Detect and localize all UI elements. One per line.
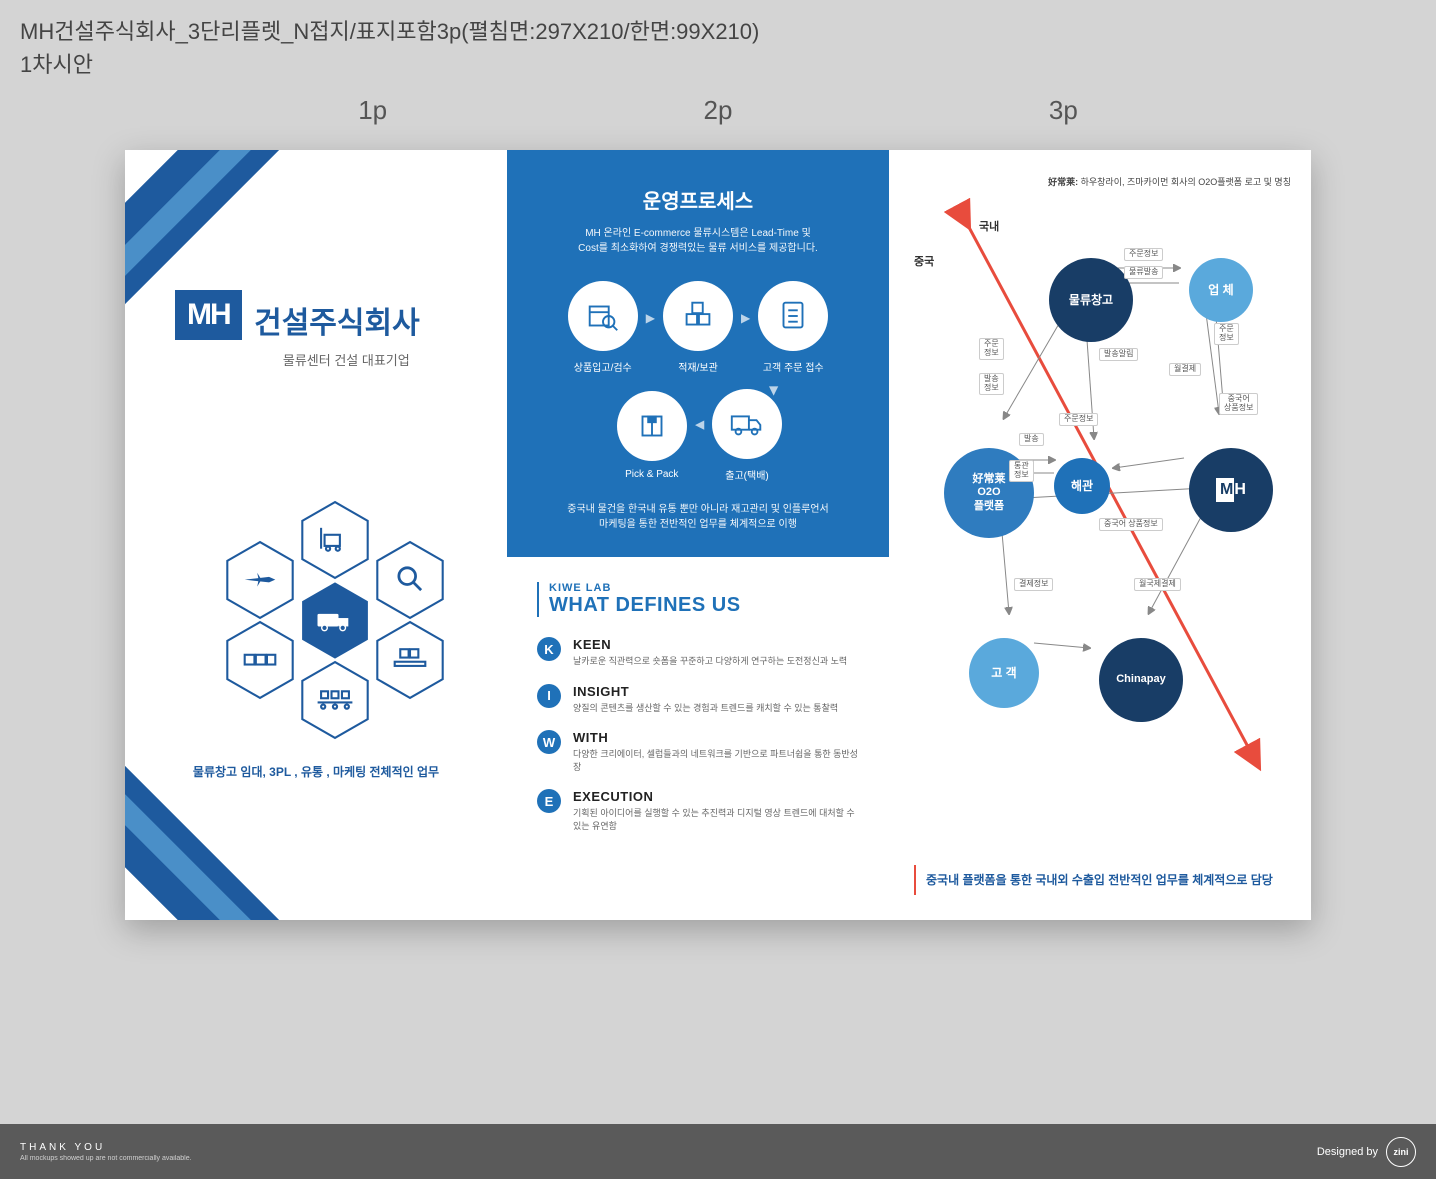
panel3-footer-text: 중국내 플랫폼을 통한 국내외 수출입 전반적인 업무를 체계적으로 담당	[914, 865, 1286, 895]
process-section: 운영프로세스 MH 온라인 E-commerce 물류시스템은 Lead-Tim…	[507, 150, 889, 557]
hex-conveyor-icon	[300, 660, 370, 740]
company-logo-block: MH 건설주식회사 물류센터 건설 대표기업	[175, 290, 420, 369]
kiwe-letter-badge: W	[537, 730, 561, 754]
kiwe-item-e: E EXECUTION 기획된 아이디어를 실행할 수 있는 추진력과 디지털 영…	[537, 789, 859, 832]
hex-warehouse-icon	[225, 620, 295, 700]
kiwe-lab-label: KIWE LAB	[549, 582, 859, 594]
diagram-edge-label: 물류발송	[1124, 266, 1163, 279]
boxes-icon	[663, 281, 733, 351]
bottom-bar: THANK YOU All mockups showed up are not …	[0, 1124, 1436, 1179]
page-label-3: 3p	[1049, 95, 1078, 126]
diagram-node: Chinapay	[1099, 638, 1183, 722]
kiwe-item-k: K KEEN 날카로운 직관력으로 숏폼을 꾸준하고 다양하게 연구하는 도전정신…	[537, 637, 859, 668]
diagram-edge-label: 통관 정보	[1009, 460, 1034, 482]
diagram-edge-label: 중국어 상품정보	[1099, 518, 1163, 531]
diagram-edge-label: 결제정보	[1014, 578, 1053, 591]
process-mid-text: 중국내 물건을 한국내 유통 뿐만 아니라 재고관리 및 인플루언서 마케팅을 …	[537, 502, 859, 532]
flow-diagram: 국내 중국 물류창고업 체好常莱 O2O 플랫폼해관MH고 객Chinapay …	[909, 198, 1291, 788]
process-step-2: 적재/보관	[663, 281, 733, 374]
arrow-icon: ▶	[741, 311, 750, 325]
diagram-edge-label: 주문 정보	[1214, 323, 1239, 345]
diagram-edge-label: 월결제	[1169, 363, 1201, 376]
process-row-1: 상품입고/검수 ▶ 적재/보관 ▶ 고객 주문 접수	[537, 281, 859, 374]
kiwe-item-i: I INSIGHT 양질의 콘텐츠를 생산할 수 있는 경험과 트렌드를 캐치할 …	[537, 684, 859, 715]
box-search-icon	[568, 281, 638, 351]
package-icon	[617, 391, 687, 461]
thanks-small-text: All mockups showed up are not commercial…	[20, 1155, 192, 1162]
diagram-edge-label: 주문 정보	[979, 338, 1004, 360]
kiwe-header: KIWE LAB WHAT DEFINES US	[537, 582, 859, 617]
diagram-edge-label: 주문정보	[1124, 248, 1163, 261]
diagram-edge-label: 중국어 상품정보	[1219, 393, 1258, 415]
axis-label-y: 국내	[979, 218, 999, 234]
designed-by-block: Designed by zini	[1317, 1137, 1416, 1167]
process-title: 운영프로세스	[537, 185, 859, 214]
diagram-node: 해관	[1054, 458, 1110, 514]
kiwe-title: WHAT DEFINES US	[549, 594, 859, 617]
kiwe-item-title: KEEN	[573, 637, 847, 652]
process-step-1: 상품입고/검수	[568, 281, 638, 374]
kiwe-letter-badge: E	[537, 789, 561, 813]
panel-2: 운영프로세스 MH 온라인 E-commerce 물류시스템은 Lead-Tim…	[507, 150, 889, 920]
header-line1: MH건설주식회사_3단리플렛_N접지/표지포함3p(펼침면:297X210/한면…	[20, 15, 759, 48]
arrow-down-icon: ▶	[768, 386, 782, 395]
axis-label-x: 중국	[914, 253, 934, 269]
panel3-top-note: 好常莱: 하우창라이, 즈마카이먼 회사의 O2O플랫폼 로고 및 명칭	[909, 175, 1291, 188]
panel-1: MH 건설주식회사 물류센터 건설 대표기업 물류창고 임대, 3PL , 유통…	[125, 150, 507, 920]
diagram-node: 업 체	[1189, 258, 1253, 322]
arrow-left-icon: ▶	[695, 419, 704, 433]
kiwe-item-w: W WITH 다양한 크리에이터, 셀럽들과의 네트워크를 기반으로 파트너쉽을 …	[537, 730, 859, 773]
diagram-edge-label: 발송 정보	[979, 373, 1004, 395]
thanks-block: THANK YOU All mockups showed up are not …	[20, 1142, 192, 1162]
hex-plane-icon	[225, 540, 295, 620]
process-step-4: Pick & Pack	[617, 391, 687, 480]
kiwe-item-title: WITH	[573, 730, 859, 745]
diagram-edge-label: 월국제결제	[1134, 578, 1181, 591]
clipboard-icon	[758, 281, 828, 351]
hex-pallet-icon	[375, 620, 445, 700]
kiwe-item-title: INSIGHT	[573, 684, 838, 699]
logo-company-name: 건설주식회사	[254, 298, 420, 342]
page-label-2: 2p	[704, 95, 733, 126]
process-row-2: ▶ 출고(택배) ▶ Pick & Pack	[537, 389, 859, 482]
kiwe-letter-badge: I	[537, 684, 561, 708]
process-step-5: 출고(택배)	[712, 389, 782, 482]
kiwe-letter-badge: K	[537, 637, 561, 661]
kiwe-section: KIWE LAB WHAT DEFINES US K KEEN 날카로운 직관력으…	[507, 557, 889, 874]
hexagon-cluster	[195, 490, 475, 750]
kiwe-item-desc: 날카로운 직관력으로 숏폼을 꾸준하고 다양하게 연구하는 도전정신과 노력	[573, 655, 847, 668]
page-labels-row: 1p 2p 3p	[0, 95, 1436, 126]
diagram-node: 물류창고	[1049, 258, 1133, 342]
header-line2: 1차시안	[20, 48, 759, 81]
header-meta: MH건설주식회사_3단리플렛_N접지/표지포함3p(펼침면:297X210/한면…	[20, 15, 759, 81]
diagram-edge-label: 발송알림	[1099, 348, 1138, 361]
thanks-text: THANK YOU	[20, 1142, 192, 1153]
kiwe-item-desc: 기획된 아이디어를 실행할 수 있는 추진력과 디지털 영상 트렌드에 대처할 …	[573, 807, 859, 832]
hex-center-truck-icon	[300, 580, 370, 660]
diagram-node: 고 객	[969, 638, 1039, 708]
panel1-footer-text: 물류창고 임대, 3PL , 유통 , 마케팅 전체적인 업무	[125, 763, 507, 780]
diagram-node: MH	[1189, 448, 1273, 532]
process-desc: MH 온라인 E-commerce 물류시스템은 Lead-Time 및 Cos…	[537, 226, 859, 256]
hex-search-icon	[375, 540, 445, 620]
designed-by-label: Designed by	[1317, 1146, 1378, 1158]
page-label-1: 1p	[358, 95, 387, 126]
panel-3: 好常莱: 하우창라이, 즈마카이먼 회사의 O2O플랫폼 로고 및 명칭	[889, 150, 1311, 920]
kiwe-item-desc: 양질의 콘텐츠를 생산할 수 있는 경험과 트렌드를 캐치할 수 있는 통찰력	[573, 702, 838, 715]
logo-mark: MH	[175, 290, 242, 340]
leaflet-container: MH 건설주식회사 물류센터 건설 대표기업 물류창고 임대, 3PL , 유통…	[125, 150, 1311, 920]
hex-forklift-icon	[300, 500, 370, 580]
arrow-icon: ▶	[646, 311, 655, 325]
logo-subtitle: 물류센터 건설 대표기업	[175, 350, 420, 369]
diagram-edge-label: 발송	[1019, 433, 1044, 446]
diagram-edge-label: 주문정보	[1059, 413, 1098, 426]
kiwe-item-title: EXECUTION	[573, 789, 859, 804]
kiwe-item-desc: 다양한 크리에이터, 셀럽들과의 네트워크를 기반으로 파트너쉽을 통한 동반성…	[573, 748, 859, 773]
delivery-truck-icon	[712, 389, 782, 459]
zini-logo-badge: zini	[1386, 1137, 1416, 1167]
process-step-3: 고객 주문 접수	[758, 281, 828, 374]
